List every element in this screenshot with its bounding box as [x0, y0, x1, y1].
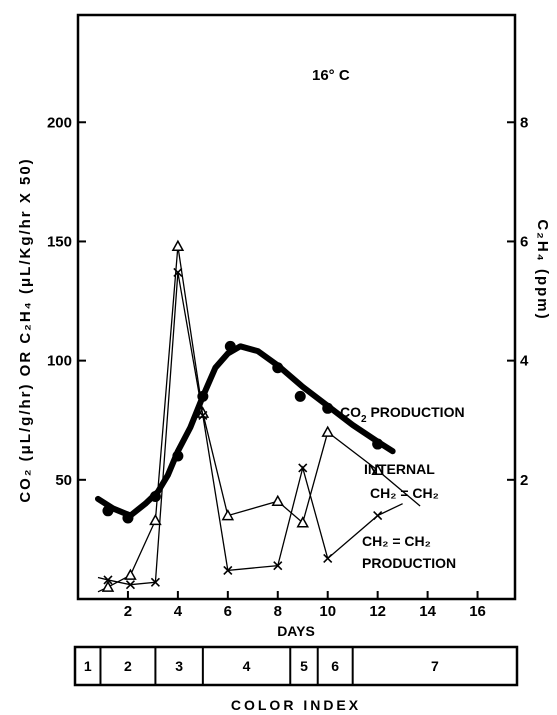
left-axis-title: CO₂ (μL/g/hr) OR C₂H₄ (μL/Kg/hr X 50) [17, 157, 34, 502]
color-index-cell-2: 2 [124, 658, 132, 674]
internal-ethylene-point [221, 509, 235, 521]
ethylene-production-line [97, 272, 403, 586]
color-index-cell-5: 5 [300, 658, 308, 674]
co2-production-point [272, 362, 284, 374]
left-tick-label: 50 [55, 472, 72, 489]
co2-production-line [94, 343, 396, 519]
x-tick-label: 4 [174, 603, 183, 620]
right-tick-label: 6 [520, 233, 528, 250]
co2-production-point [294, 390, 306, 402]
right-tick-label: 2 [520, 472, 528, 489]
internal-series-label-line1: INTERNAL [364, 461, 435, 477]
color-index-title: COLOR INDEX [231, 697, 361, 713]
co2-series-label: CO2 PRODUCTION [340, 404, 465, 425]
internal-ethylene-point [271, 494, 285, 507]
ethylene-production-point [150, 577, 160, 587]
x-tick-label: 6 [224, 603, 232, 620]
x-tick-label: 14 [419, 603, 436, 620]
right-tick-label: 8 [520, 114, 528, 131]
right-axis-title: C₂H₄ (ppm) [534, 219, 551, 320]
ethylene-production-point [373, 511, 383, 521]
color-index-frame [73, 645, 519, 687]
left-axis-ticks: 50 100 150 200 [47, 114, 86, 489]
co2-production-point [372, 438, 384, 450]
left-tick-label: 200 [47, 114, 72, 131]
series-layer [94, 239, 421, 593]
plot-frame [76, 13, 517, 601]
ethylene-production-point [223, 565, 233, 575]
ethylene-production-point [323, 553, 333, 564]
x-axis-title: DAYS [277, 623, 315, 639]
x-tick-label: 16 [469, 603, 486, 620]
left-tick-label: 150 [47, 233, 72, 250]
x-tick-label: 2 [124, 603, 132, 620]
co2-production-point [102, 505, 114, 517]
ethylene-production-point [273, 561, 283, 571]
x-tick-label: 12 [369, 603, 386, 620]
production-series-label-line2: PRODUCTION [362, 555, 456, 571]
color-index-strip: 1 2 3 4 5 6 7 [73, 645, 519, 687]
co2-production-point [322, 402, 334, 414]
temperature-annotation: 16° C [312, 67, 350, 84]
internal-ethylene-point [124, 568, 137, 580]
x-axis-ticks: 2 4 6 8 10 12 14 16 [124, 591, 486, 620]
production-series-label-line1: CH₂ = CH₂ [362, 533, 431, 549]
internal-ethylene-point [296, 516, 310, 528]
internal-ethylene-point [321, 425, 334, 437]
x-tick-label: 8 [274, 603, 282, 620]
color-index-cell-3: 3 [175, 658, 183, 674]
ethylene-production-point [198, 410, 208, 421]
ethylene-production-point [298, 463, 308, 473]
internal-series-label-line2: CH₂ = CH₂ [370, 485, 439, 501]
ethylene-production-point [103, 575, 113, 585]
co2-production-point [149, 491, 161, 503]
co2-production-point [224, 340, 236, 352]
internal-ethylene-point [149, 513, 162, 526]
color-index-cell-1: 1 [84, 658, 92, 674]
ethylene-production-point [125, 580, 136, 590]
co2-production-point [122, 512, 134, 524]
internal-ethylene-point [371, 463, 384, 476]
right-axis-ticks: 2 4 6 8 [507, 114, 529, 489]
color-index-cell-7: 7 [431, 658, 439, 674]
x-tick-label: 10 [319, 603, 336, 620]
right-tick-label: 4 [520, 353, 529, 370]
co2-production-point [172, 450, 184, 462]
internal-ethylene-point [101, 580, 115, 592]
color-index-cell-6: 6 [331, 658, 339, 674]
left-tick-label: 100 [47, 353, 72, 370]
color-index-cell-4: 4 [243, 658, 251, 674]
ethylene-production-point [173, 267, 183, 278]
internal-ethylene-point [171, 239, 185, 251]
